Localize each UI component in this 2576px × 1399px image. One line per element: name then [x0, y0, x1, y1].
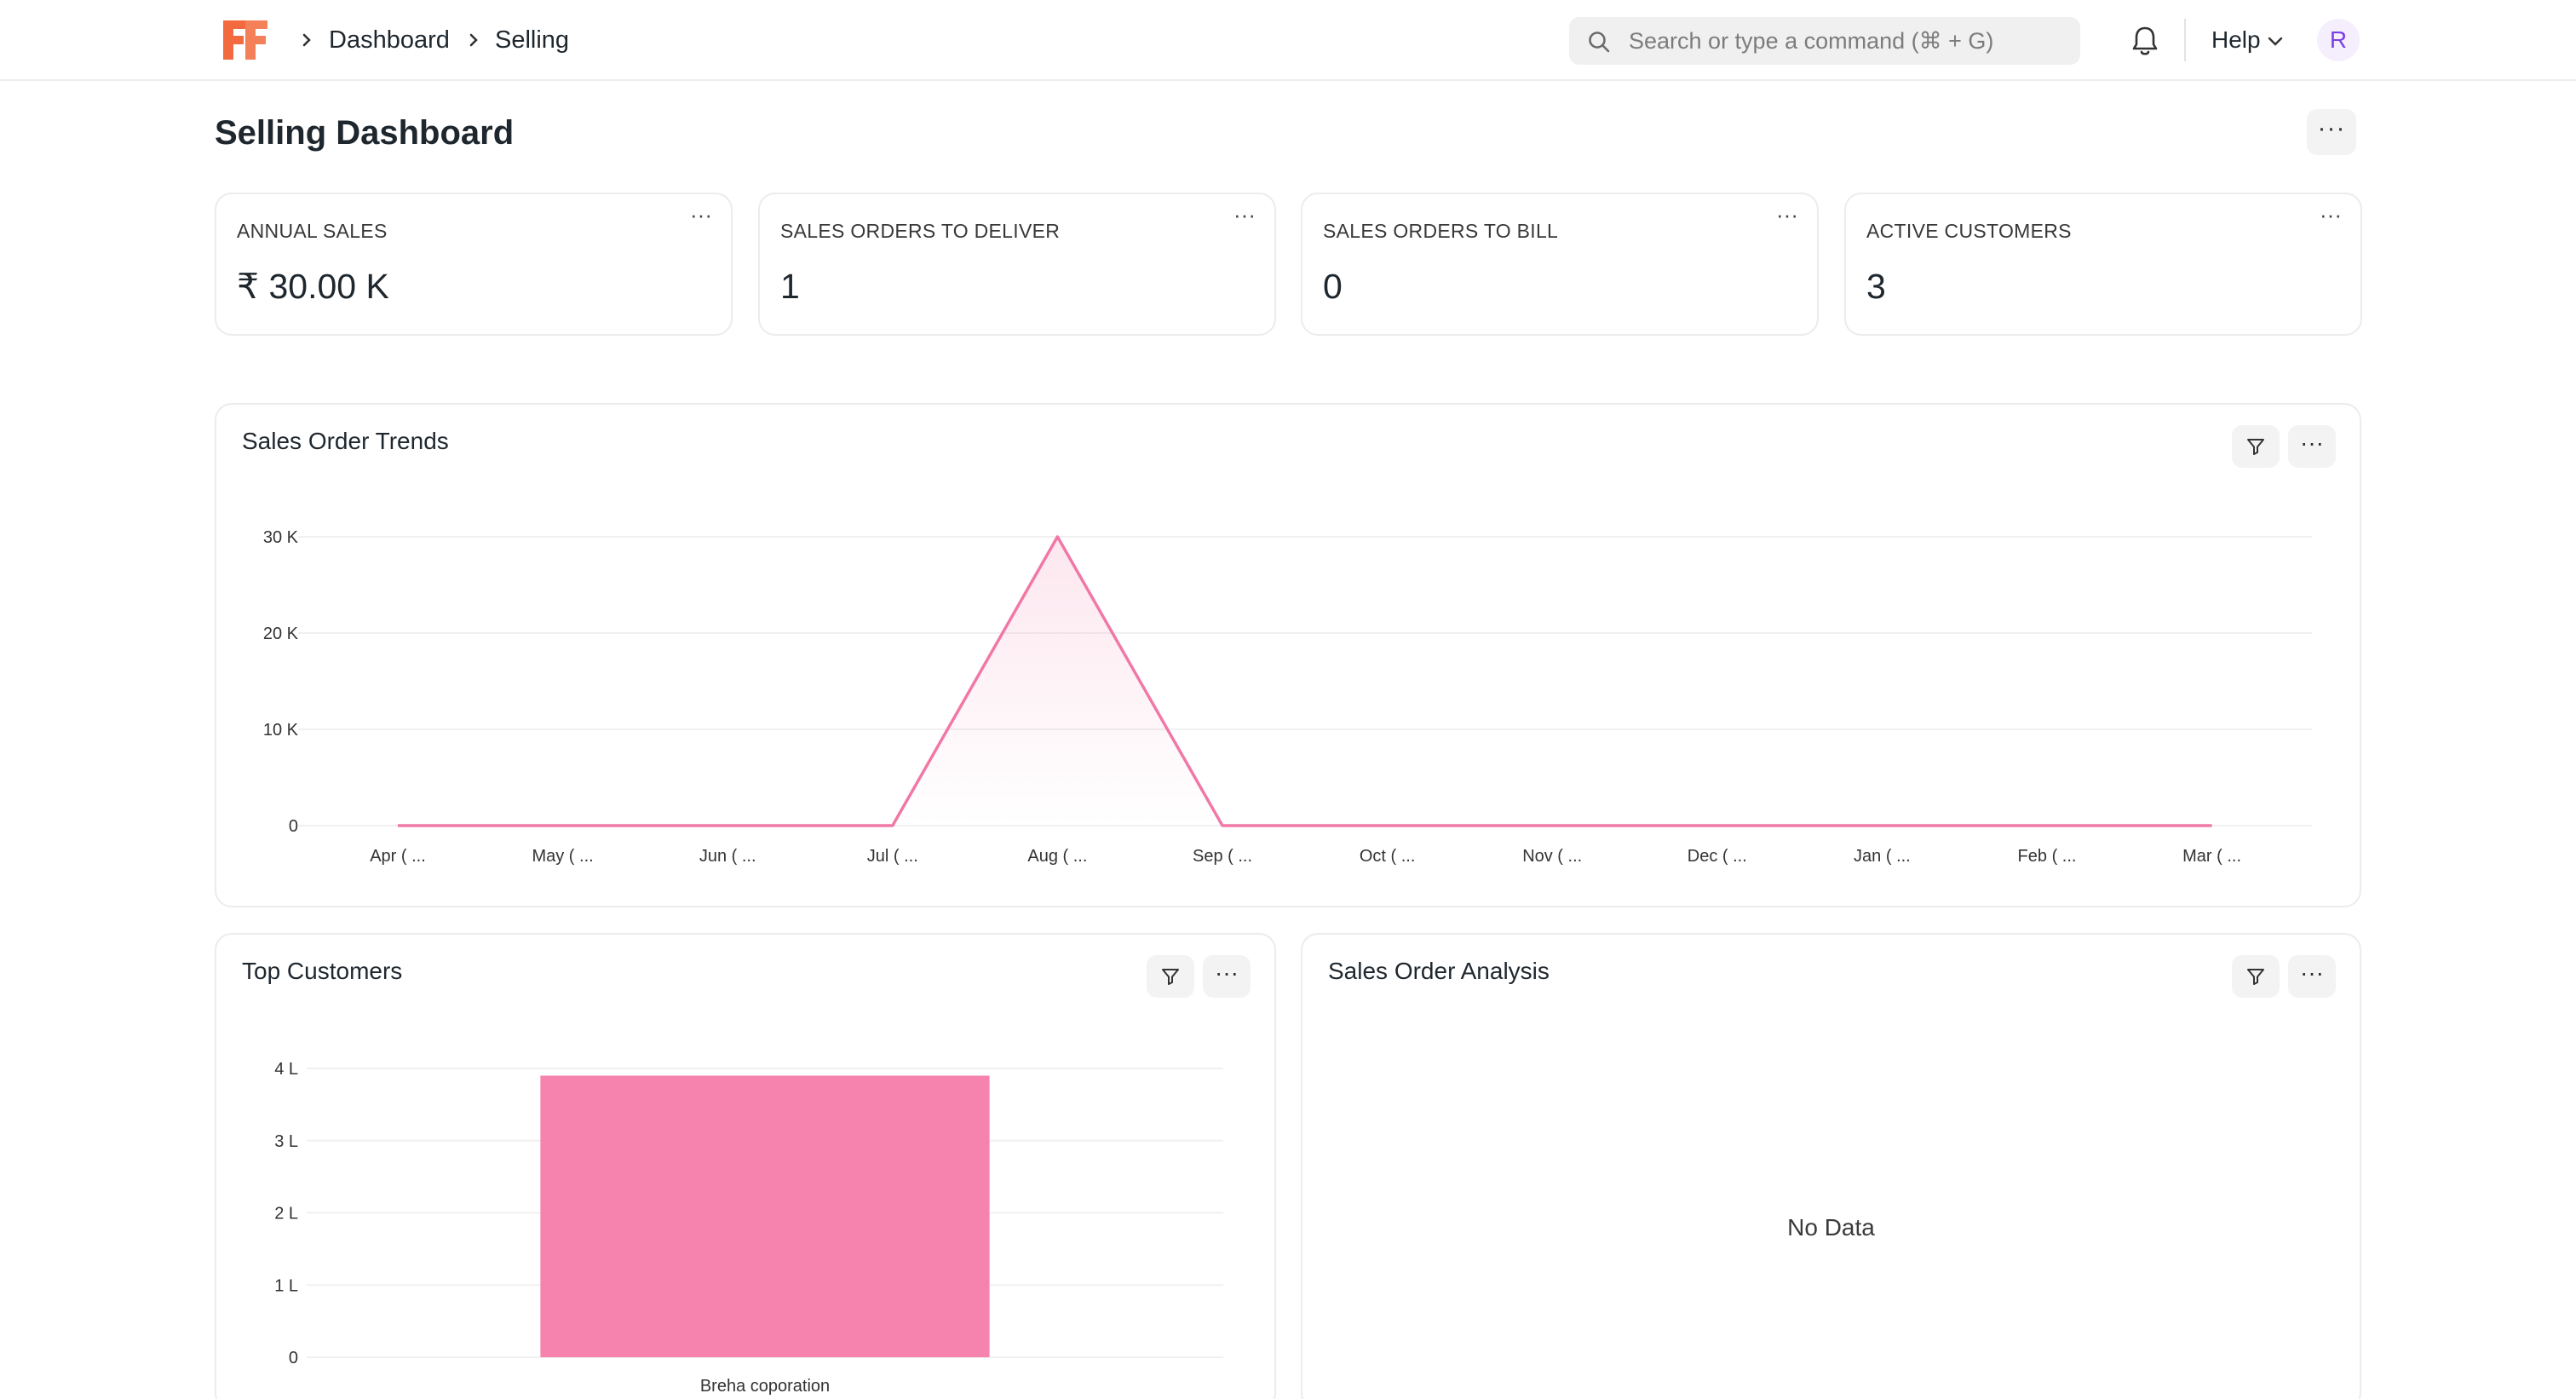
chart-title: Top Customers — [242, 958, 403, 984]
x-tick-label: Feb ( ... — [2018, 847, 2077, 866]
x-tick-label: Jun ( ... — [699, 847, 756, 866]
x-tick-label: Dec ( ... — [1688, 847, 1747, 866]
x-tick-label: Sep ( ... — [1193, 847, 1252, 866]
x-tick-label: Oct ( ... — [1360, 847, 1416, 866]
y-tick-label: 10 K — [263, 721, 299, 740]
x-tick-label: May ( ... — [532, 847, 593, 866]
bar — [540, 1075, 990, 1357]
bell-icon[interactable] — [2130, 24, 2160, 58]
x-tick-label: Mar ( ... — [2182, 847, 2241, 866]
chart-card-sales-order-trends: Sales Order Trends ··· 0 10 K 20 K 30 K Apr … — [215, 403, 2361, 907]
more-icon[interactable]: ··· — [1233, 202, 1256, 227]
chart-title: Sales Order Trends — [242, 428, 449, 454]
number-card-annual-sales[interactable]: ANNUAL SALES ··· ₹ 30.00 K — [215, 193, 733, 336]
help-menu[interactable]: Help — [2211, 26, 2261, 53]
card-value: 0 — [1323, 267, 1343, 306]
x-tick-label: Apr ( ... — [370, 847, 426, 866]
more-icon: ··· — [2300, 429, 2324, 456]
x-tick-label: Nov ( ... — [1522, 847, 1582, 866]
card-label: ANNUAL SALES — [237, 220, 388, 242]
filter-icon — [1162, 969, 1179, 985]
more-icon[interactable]: ··· — [1776, 202, 1798, 227]
card-value: 3 — [1866, 267, 1886, 306]
number-card-sales-orders-to-bill[interactable]: SALES ORDERS TO BILL ··· 0 — [1301, 193, 1819, 336]
no-data-text: No Data — [1787, 1214, 1875, 1241]
trend-line-series — [398, 535, 2212, 827]
navbar-divider — [2184, 19, 2186, 61]
filter-button[interactable] — [2232, 955, 2280, 998]
more-icon[interactable]: ··· — [2320, 202, 2342, 227]
filter-button[interactable] — [2232, 425, 2280, 468]
card-value: 1 — [780, 267, 800, 306]
more-icon[interactable]: ··· — [690, 202, 712, 227]
breadcrumb-selling[interactable]: Selling — [495, 26, 570, 54]
y-tick-label: 20 K — [263, 625, 299, 643]
y-tick-label: 3 L — [274, 1132, 298, 1151]
y-tick-label: 0 — [289, 817, 298, 836]
y-tick-label: 2 L — [274, 1205, 298, 1223]
chart-title: Sales Order Analysis — [1328, 958, 1550, 984]
card-label: SALES ORDERS TO BILL — [1323, 220, 1559, 242]
y-tick-label: 30 K — [263, 528, 299, 547]
search-input[interactable] — [1629, 24, 2063, 58]
filter-button[interactable] — [1147, 955, 1194, 998]
trend-area — [398, 537, 2212, 826]
card-value: ₹ 30.00 K — [237, 267, 389, 306]
chart-menu-button[interactable]: ··· — [2288, 955, 2336, 998]
card-label: SALES ORDERS TO DELIVER — [780, 220, 1061, 242]
x-tick-label: Breha coporation — [700, 1377, 830, 1396]
number-card-sales-orders-to-deliver[interactable]: SALES ORDERS TO DELIVER ··· 1 — [758, 193, 1276, 336]
y-tick-label: 0 — [289, 1349, 298, 1367]
more-icon: ··· — [1215, 959, 1239, 986]
breadcrumb-dashboard[interactable]: Dashboard — [329, 26, 450, 54]
x-tick-label: Aug ( ... — [1027, 847, 1087, 866]
chart-card-sales-order-analysis: Sales Order Analysis ··· No Data — [1301, 933, 2361, 1399]
filter-icon — [2247, 439, 2264, 455]
avatar[interactable]: R — [2317, 19, 2360, 61]
number-card-active-customers[interactable]: ACTIVE CUSTOMERS ··· 3 — [1844, 193, 2362, 336]
app-logo[interactable] — [220, 17, 271, 63]
chart-card-top-customers: Top Customers ··· 0 1 L 2 L 3 L 4 L Breha cop… — [215, 933, 1276, 1399]
card-label: ACTIVE CUSTOMERS — [1866, 220, 2072, 242]
search-icon — [1589, 32, 1610, 53]
more-icon: ··· — [2300, 959, 2324, 986]
y-tick-label: 4 L — [274, 1060, 298, 1079]
y-tick-label: 1 L — [274, 1276, 298, 1295]
search-bar[interactable] — [1569, 17, 2080, 65]
sales-order-trends-chart: 0 10 K 20 K 30 K Apr ( ... May ( ... Jun ( ...… — [263, 528, 2312, 866]
page-title: Selling Dashboard — [215, 114, 515, 152]
chevron-down-icon[interactable] — [2266, 32, 2285, 49]
page-menu-button[interactable]: ··· — [2307, 109, 2356, 155]
top-customers-chart: 0 1 L 2 L 3 L 4 L Breha coporation — [274, 1060, 1223, 1396]
chevron-right-icon — [465, 26, 484, 55]
navbar: Dashboard Selling Help R — [0, 0, 2576, 81]
more-icon: ··· — [2317, 114, 2346, 142]
chart-menu-button[interactable]: ··· — [1203, 955, 1251, 998]
filter-icon — [2247, 969, 2264, 985]
x-tick-label: Jul ( ... — [867, 847, 918, 866]
chevron-right-icon — [298, 26, 317, 55]
x-tick-label: Jan ( ... — [1854, 847, 1911, 866]
chart-menu-button[interactable]: ··· — [2288, 425, 2336, 468]
